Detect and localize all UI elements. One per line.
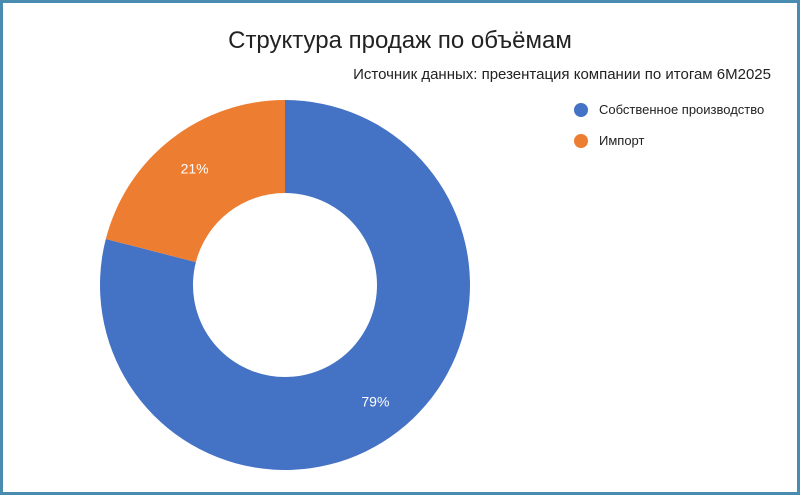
slice-own-production <box>100 100 470 470</box>
legend-item-import: Импорт <box>574 132 764 149</box>
chart-title: Структура продаж по объёмам <box>228 27 572 54</box>
legend-label-own-production: Собственное производство <box>599 102 765 117</box>
chart-subtitle: Источник данных: презентация компании по… <box>353 66 771 83</box>
legend-swatch-own-production <box>574 102 588 117</box>
data-label-own-production: 79% <box>361 394 389 410</box>
donut-chart: 79% 21% <box>100 100 470 470</box>
chart-legend: Собственное производство Импорт <box>574 101 764 163</box>
legend-item-own-production: Собственное производство <box>574 101 764 118</box>
data-label-import: 21% <box>181 160 209 176</box>
legend-label-import: Импорт <box>599 133 645 148</box>
legend-swatch-import <box>574 133 588 148</box>
slice-import <box>105 100 285 263</box>
